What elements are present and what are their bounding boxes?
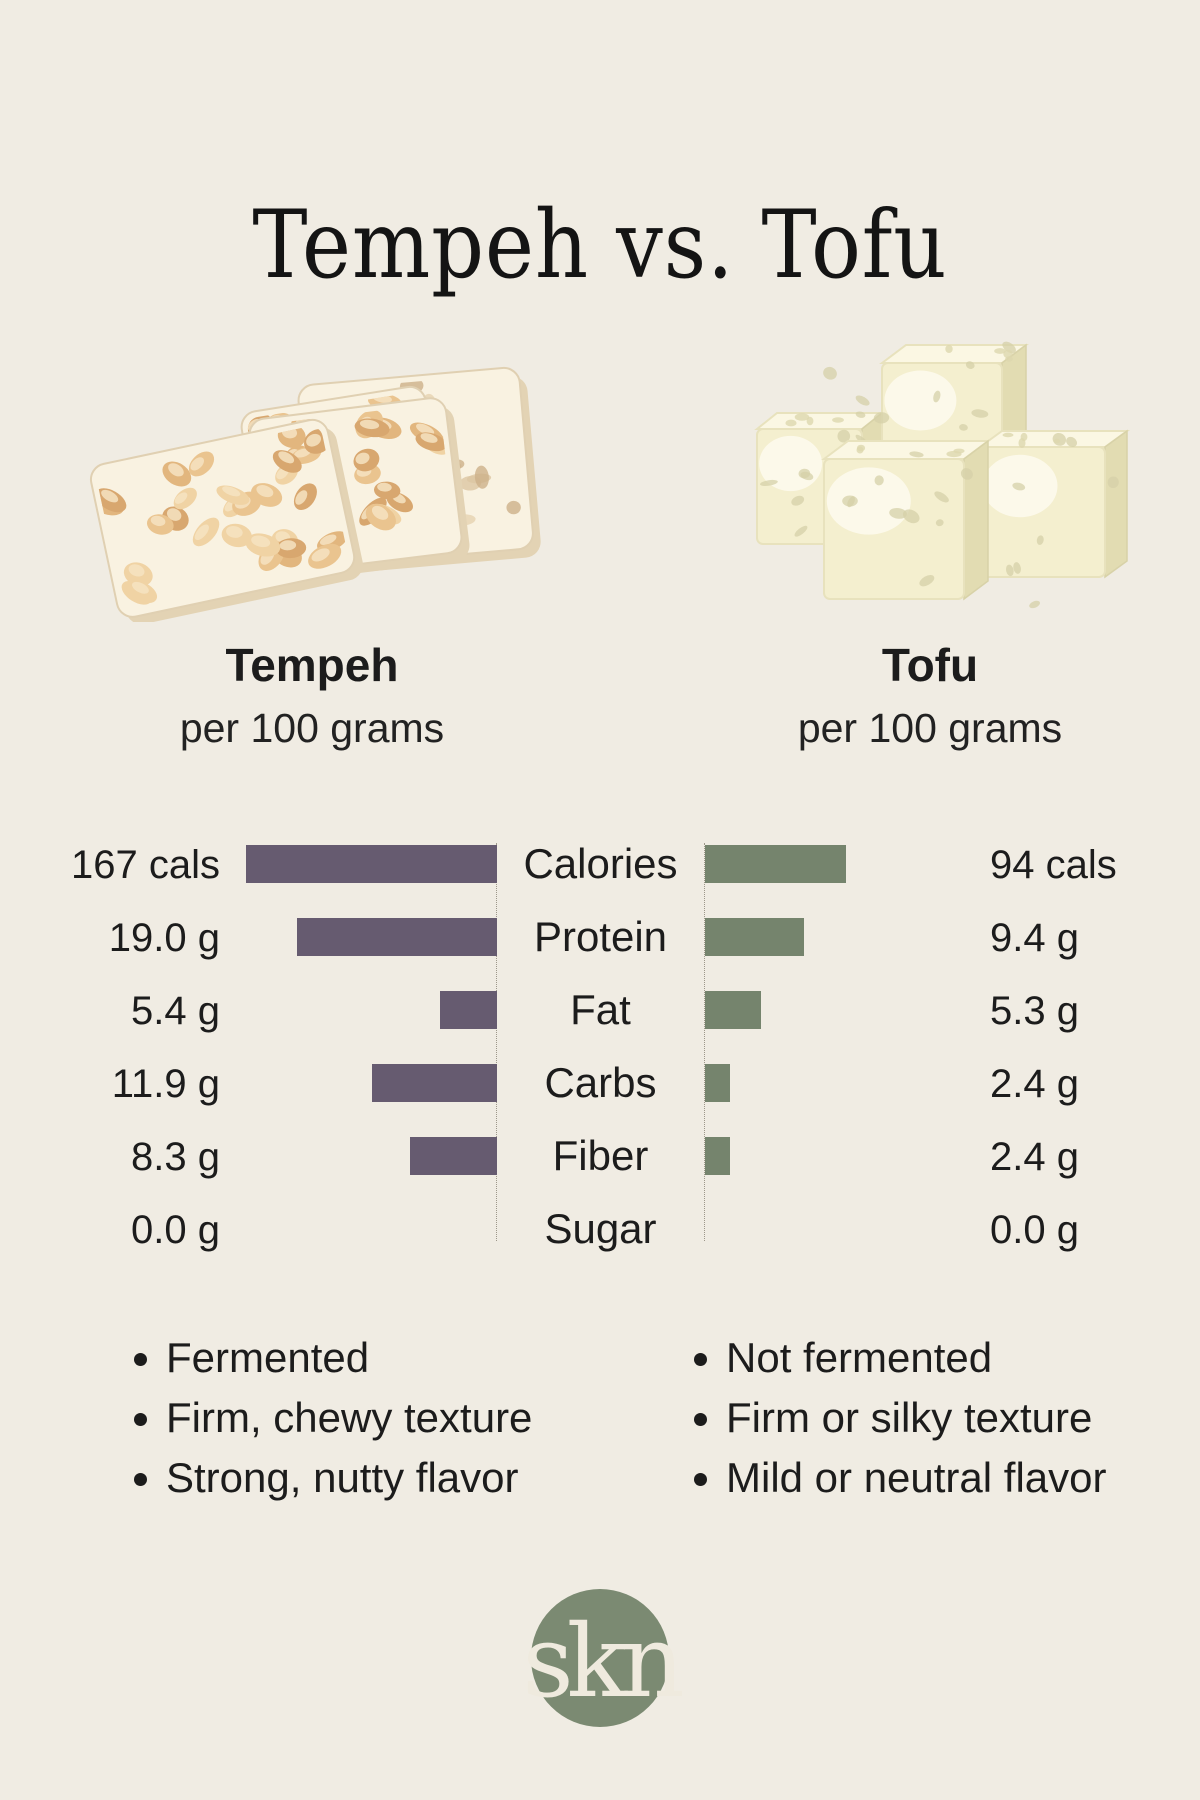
- tofu-value-calories: 94 cals: [990, 843, 1117, 887]
- tempeh-bar-carbs: [372, 1064, 497, 1102]
- chart-row-fat: 5.4 g Fat 5.3 g: [0, 986, 1200, 1033]
- tofu-bar-fiber: [705, 1137, 730, 1175]
- tempeh-bar-protein: [297, 918, 497, 956]
- chart-row-carbs: 11.9 g Carbs 2.4 g: [0, 1059, 1200, 1106]
- category-label-carbs: Carbs: [544, 1059, 657, 1106]
- tofu-note-3: Mild or neutral flavor: [726, 1448, 1106, 1508]
- category-label-protein: Protein: [533, 913, 668, 960]
- tempeh-value-carbs: 11.9 g: [111, 1062, 220, 1106]
- tofu-value-fat: 5.3 g: [990, 989, 1079, 1033]
- tofu-note-2: Firm or silky texture: [726, 1388, 1106, 1448]
- chart-row-sugar: 0.0 g Sugar 0.0 g: [0, 1205, 1200, 1252]
- chart-row-fiber: 8.3 g Fiber 2.4 g: [0, 1132, 1200, 1179]
- left-axis-dotted-line: [496, 843, 497, 1241]
- tofu-bar-carbs: [705, 1064, 730, 1102]
- logo-circle-icon: [531, 1589, 669, 1727]
- tofu-bar-protein: [705, 918, 804, 956]
- tempeh-value-calories: 167 cals: [71, 843, 220, 887]
- tempeh-value-fiber: 8.3 g: [131, 1135, 220, 1179]
- tofu-column-header: Tofu per 100 grams: [680, 640, 1180, 752]
- chart-row-calories: 167 cals Calories 94 cals: [0, 840, 1200, 887]
- tofu-value-sugar: 0.0 g: [990, 1208, 1079, 1252]
- right-axis-dotted-line: [704, 843, 705, 1241]
- tempeh-bar-fat: [440, 991, 497, 1029]
- tofu-value-fiber: 2.4 g: [990, 1135, 1079, 1179]
- tempeh-value-fat: 5.4 g: [131, 989, 220, 1033]
- tempeh-bar-fiber: [410, 1137, 497, 1175]
- tofu-value-carbs: 2.4 g: [990, 1062, 1079, 1106]
- tempeh-value-sugar: 0.0 g: [131, 1208, 220, 1252]
- tempeh-note-2: Firm, chewy texture: [166, 1388, 532, 1448]
- tempeh-illustration: [89, 366, 541, 622]
- tofu-subtitle: per 100 grams: [797, 705, 1063, 751]
- tempeh-value-protein: 19.0 g: [108, 916, 220, 960]
- tofu-value-protein: 9.4 g: [990, 916, 1079, 960]
- chart-row-protein: 19.0 g Protein 9.4 g: [0, 913, 1200, 960]
- brand-logo: skn: [522, 1589, 685, 1727]
- category-label-fat: Fat: [570, 986, 631, 1033]
- tofu-bar-fat: [705, 991, 761, 1029]
- tempeh-note-1: Fermented: [166, 1328, 532, 1388]
- tempeh-notes-list: FermentedFirm, chewy textureStrong, nutt…: [128, 1328, 532, 1508]
- tofu-heading: Tofu: [881, 639, 979, 691]
- page-title: Tempeh vs. Tofu: [252, 190, 948, 300]
- tempeh-heading: Tempeh: [225, 639, 399, 691]
- category-label-sugar: Sugar: [544, 1205, 657, 1252]
- tofu-cubes-illustration: [754, 341, 1131, 609]
- tempeh-column-header: Tempeh per 100 grams: [62, 640, 562, 752]
- tempeh-note-3: Strong, nutty flavor: [166, 1448, 532, 1508]
- logo-text: skn: [522, 1603, 684, 1721]
- tofu-bar-calories: [705, 845, 846, 883]
- category-label-fiber: Fiber: [552, 1132, 649, 1179]
- tofu-note-1: Not fermented: [726, 1328, 1106, 1388]
- tempeh-bar-calories: [246, 845, 497, 883]
- tempeh-subtitle: per 100 grams: [179, 705, 445, 751]
- tofu-notes-list: Not fermentedFirm or silky textureMild o…: [688, 1328, 1106, 1508]
- category-label-calories: Calories: [523, 840, 678, 887]
